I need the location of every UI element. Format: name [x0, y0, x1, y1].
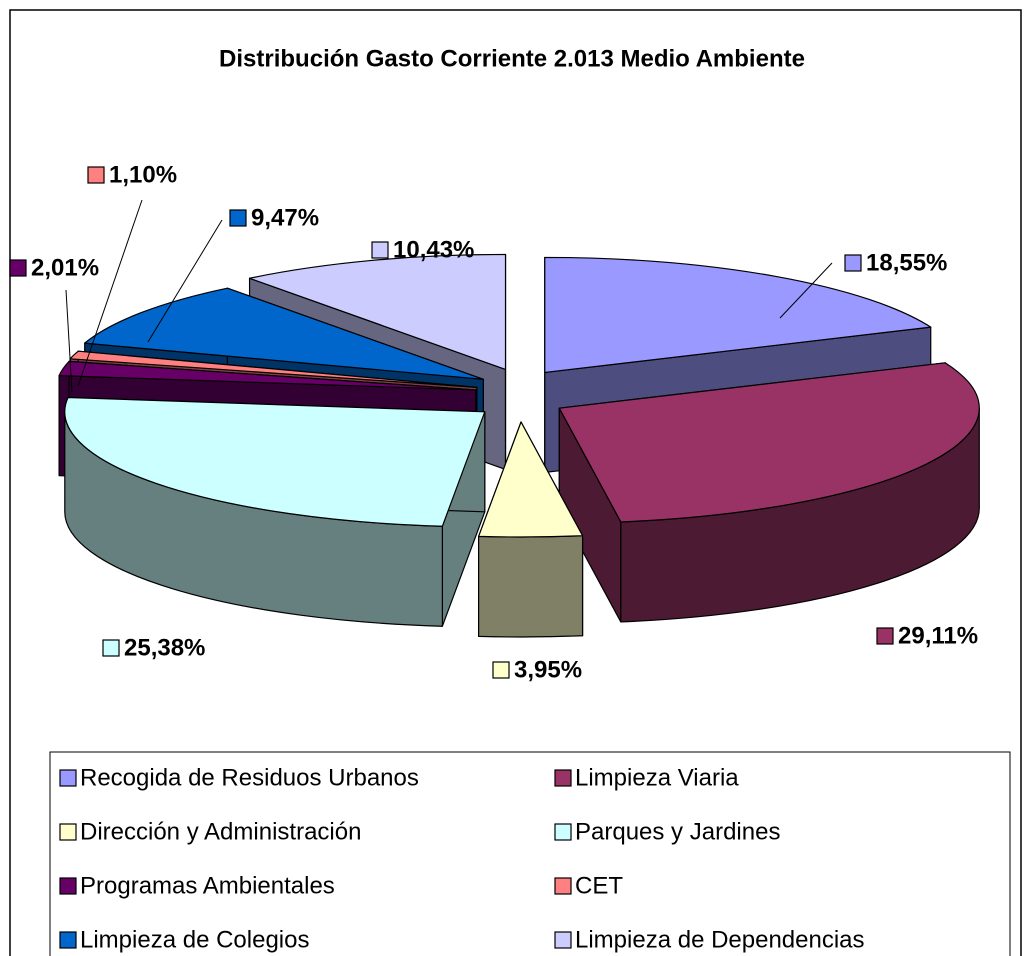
label-swatch: [844, 254, 862, 272]
slice: [58, 360, 477, 391]
legend-swatch: [554, 931, 572, 949]
slice: [64, 396, 486, 527]
slice: [248, 253, 507, 371]
legend-swatch: [554, 769, 572, 787]
label-swatch: [876, 627, 894, 645]
legend-swatch: [59, 823, 77, 841]
legend-label: Limpieza de Dependencias: [575, 926, 865, 953]
legend-label: Limpieza Viaria: [575, 764, 739, 791]
legend-swatch: [554, 877, 572, 895]
legend-swatch: [59, 769, 77, 787]
data-label: 2,01%: [31, 254, 99, 281]
data-label: 18,55%: [866, 249, 947, 276]
legend-label: Parques y Jardines: [575, 818, 780, 845]
leader-line: [77, 199, 143, 387]
legend-label: Limpieza de Colegios: [80, 926, 309, 953]
leader-line: [65, 289, 73, 393]
label-swatch: [102, 639, 120, 657]
label-swatch: [229, 209, 247, 227]
legend-label: Programas Ambientales: [80, 872, 335, 899]
data-label: 25,38%: [124, 634, 205, 661]
data-label: 3,95%: [514, 656, 582, 683]
slice: [558, 362, 980, 523]
legend-swatch: [59, 877, 77, 895]
legend-label: Recogida de Residuos Urbanos: [80, 764, 419, 791]
data-label: 1,10%: [109, 161, 177, 188]
slice-side: [478, 535, 584, 638]
label-swatch: [9, 259, 27, 277]
legend-label: Dirección y Administración: [80, 818, 361, 845]
leader-line: [147, 219, 223, 343]
data-label: 9,47%: [251, 204, 319, 231]
label-swatch: [371, 241, 389, 259]
legend-swatch: [554, 823, 572, 841]
slice: [544, 256, 932, 374]
data-label: 10,43%: [393, 236, 474, 263]
legend-swatch: [59, 931, 77, 949]
chart-title: Distribución Gasto Corriente 2.013 Medio…: [219, 45, 805, 72]
slice: [478, 421, 584, 538]
legend-label: CET: [575, 872, 623, 899]
data-label: 29,11%: [898, 622, 978, 649]
slice: [84, 287, 484, 380]
legend-box: [49, 751, 1011, 956]
label-swatch: [492, 661, 510, 679]
label-swatch: [87, 166, 105, 184]
leader-line: [779, 262, 833, 319]
